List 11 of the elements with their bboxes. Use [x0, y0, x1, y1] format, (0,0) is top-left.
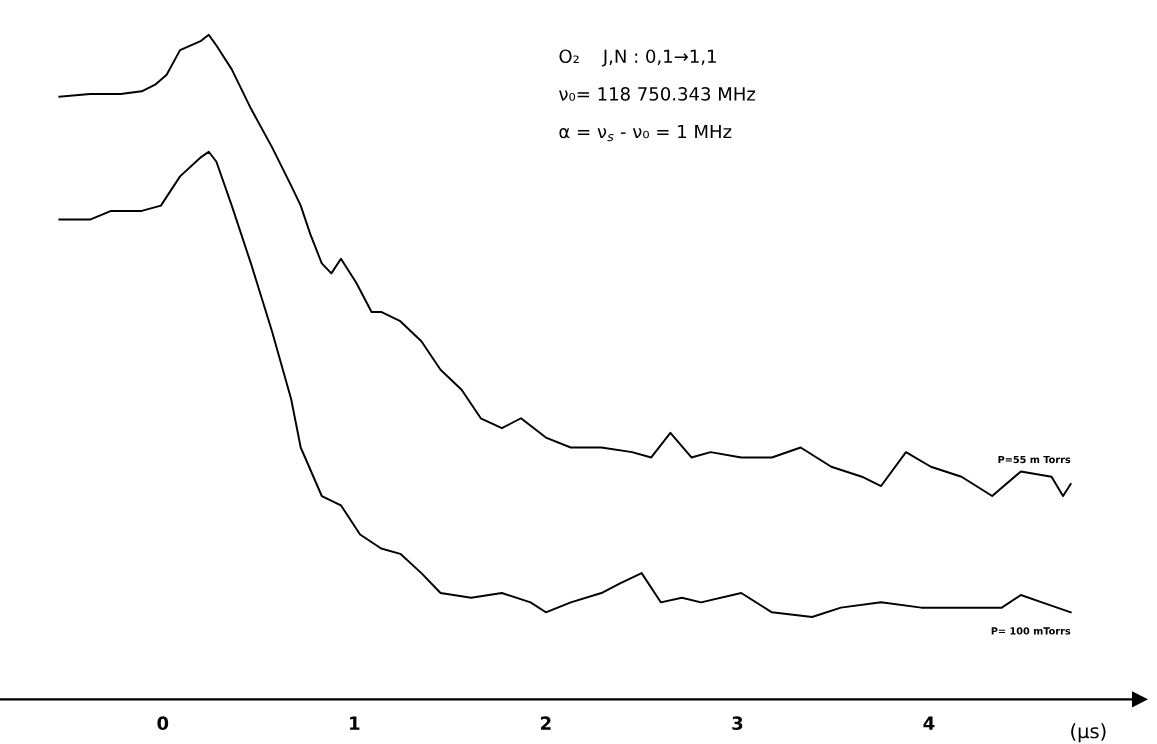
- x-tick-label: 4: [923, 716, 935, 730]
- x-tick-label: 1: [350, 716, 360, 730]
- annotation: ν₀= 118 750.343 MHz: [559, 87, 756, 101]
- x-tick-label: 3: [732, 716, 743, 730]
- x-tick-label: 0: [157, 716, 169, 730]
- x-tick-label: 2: [541, 716, 551, 730]
- annotation: α = ν$_{s}$ - ν₀ = 1 MHz: [559, 124, 732, 142]
- x-axis-title: (μs): [1071, 723, 1106, 743]
- annotation: O₂ J,N : 0,1→1,1: [559, 49, 716, 67]
- series-label: P=55 m Torrs: [998, 455, 1071, 464]
- series-label: P= 100 mTorrs: [991, 627, 1071, 635]
